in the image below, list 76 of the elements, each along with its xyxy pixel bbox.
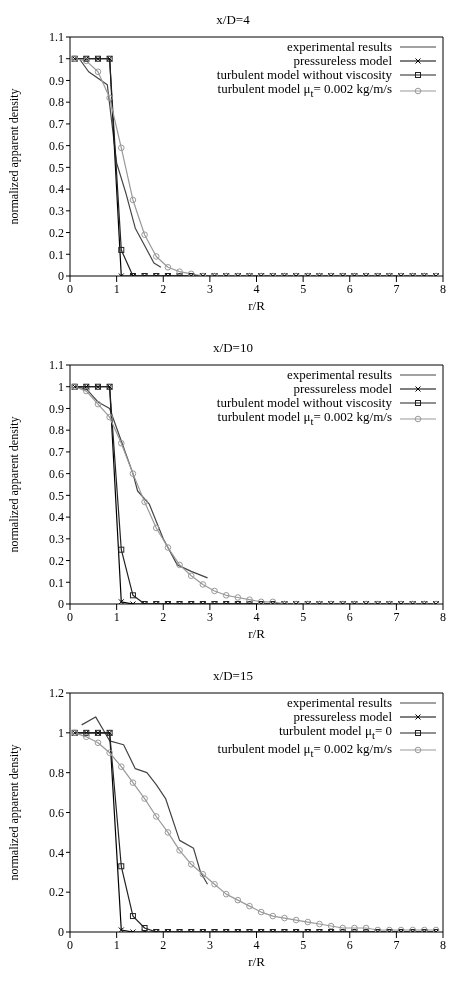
y-tick-label: 0.2 <box>49 553 64 568</box>
y-axis-title: normalized apparent density <box>7 416 22 553</box>
legend-label: experimental results <box>286 367 392 382</box>
y-tick-label: 0.1 <box>49 247 64 262</box>
y-tick-label: 0.8 <box>49 95 64 110</box>
legend-label: experimental results <box>286 695 392 710</box>
y-tick-label: 1.1 <box>49 30 64 45</box>
legend-label: turbulent model without viscosity <box>216 395 392 410</box>
legend-label: pressureless model <box>293 381 392 396</box>
x-tick-label: 5 <box>300 609 307 624</box>
y-tick-label: 0.2 <box>49 885 64 900</box>
x-tick-label: 4 <box>253 281 260 296</box>
y-axis-title: normalized apparent density <box>7 88 22 225</box>
legend-label: turbulent model μ$_{t}$= 0.002 kg/m/s <box>217 740 392 760</box>
chart-title: x/D=4 <box>215 12 251 28</box>
x-tick-label: 5 <box>300 937 307 952</box>
legend-label: turbulent model μ$_{t}$= 0.002 kg/m/s <box>217 409 392 428</box>
y-tick-label: 0.3 <box>49 204 64 219</box>
y-tick-label: 0.6 <box>49 805 64 820</box>
y-tick-label: 0.2 <box>49 225 64 240</box>
x-tick-label: 6 <box>346 937 353 952</box>
y-tick-label: 0.4 <box>49 845 64 860</box>
x-tick-label: 8 <box>440 609 446 624</box>
y-tick-label: 1.1 <box>49 358 64 373</box>
y-tick-label: 0.8 <box>49 765 64 780</box>
legend-label: pressureless model <box>293 53 392 68</box>
y-tick-label: 0.6 <box>49 138 64 153</box>
legend-label: turbulent model μ$_{t}$= 0.002 kg/m/s <box>217 81 392 100</box>
chart-title: x/D=15 <box>212 668 254 684</box>
y-tick-label: 1.2 <box>49 686 64 701</box>
x-tick-label: 8 <box>440 937 446 952</box>
x-axis-title: r/R <box>248 954 266 969</box>
x-tick-label: 6 <box>346 609 353 624</box>
y-tick-label: 0.9 <box>49 73 64 88</box>
x-tick-label: 7 <box>393 281 400 296</box>
x-tick-label: 3 <box>206 937 213 952</box>
x-tick-label: 3 <box>206 281 213 296</box>
x-tick-label: 1 <box>113 937 120 952</box>
x-tick-label: 5 <box>300 281 307 296</box>
y-tick-label: 0.4 <box>49 182 64 197</box>
y-tick-label: 0 <box>58 925 64 940</box>
x-tick-label: 2 <box>160 281 167 296</box>
y-tick-label: 0.1 <box>49 575 64 590</box>
y-tick-label: 0 <box>58 597 64 612</box>
x-tick-label: 1 <box>113 609 120 624</box>
x-tick-label: 2 <box>160 609 167 624</box>
x-tick-label: 7 <box>393 609 400 624</box>
legend-label: experimental results <box>286 39 392 54</box>
x-tick-label: 4 <box>253 609 260 624</box>
x-tick-label: 1 <box>113 281 120 296</box>
legend-label: turbulent model without viscosity <box>216 67 392 82</box>
y-tick-label: 0.5 <box>49 160 64 175</box>
y-tick-label: 0.3 <box>49 532 64 547</box>
y-tick-label: 1 <box>58 51 64 66</box>
y-tick-label: 0.7 <box>49 117 64 132</box>
x-axis-title: r/R <box>248 298 266 313</box>
legend-label: turbulent model μ$_{t}$= 0 <box>278 723 392 742</box>
x-tick-label: 2 <box>160 937 167 952</box>
y-tick-label: 0.6 <box>49 466 64 481</box>
x-tick-label: 7 <box>393 937 400 952</box>
y-tick-label: 1 <box>58 726 64 741</box>
y-tick-label: 0.4 <box>49 510 64 525</box>
x-tick-label: 8 <box>440 281 446 296</box>
y-tick-label: 0.5 <box>49 488 64 503</box>
y-tick-label: 0.9 <box>49 401 64 416</box>
x-tick-label: 3 <box>206 609 213 624</box>
y-tick-label: 0.7 <box>49 445 64 460</box>
y-tick-label: 0 <box>58 269 64 284</box>
chart-title: x/D=10 <box>212 340 254 356</box>
y-tick-label: 1 <box>58 379 64 394</box>
legend-label: pressureless model <box>293 709 392 724</box>
x-tick-label: 4 <box>253 937 260 952</box>
x-tick-label: 6 <box>346 281 353 296</box>
x-axis-title: r/R <box>248 626 266 641</box>
y-axis-title: normalized apparent density <box>7 744 22 881</box>
y-tick-label: 0.8 <box>49 423 64 438</box>
